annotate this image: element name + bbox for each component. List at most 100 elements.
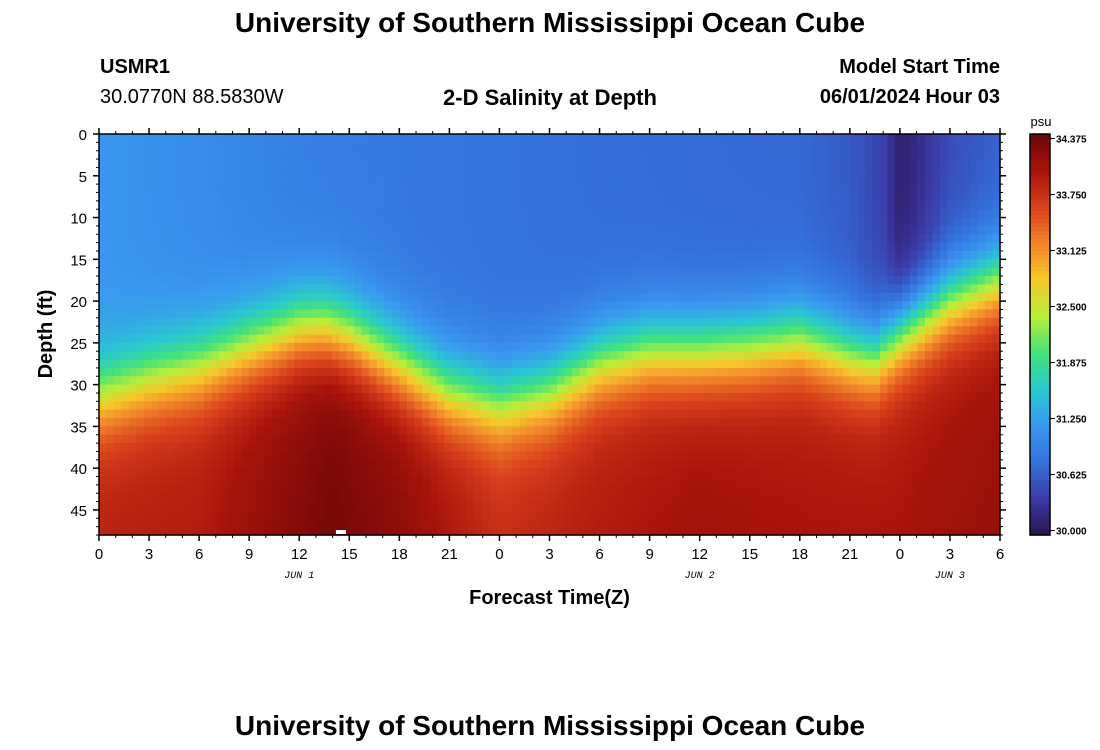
heatmap-cell <box>707 493 716 503</box>
heatmap-cell <box>819 309 828 319</box>
heatmap-cell <box>624 167 633 177</box>
heatmap-cell <box>534 509 543 519</box>
heatmap-cell <box>864 276 873 285</box>
heatmap-cell <box>602 468 611 478</box>
heatmap-cell <box>196 342 205 352</box>
heatmap-cell <box>99 159 108 169</box>
heatmap-cell <box>602 200 611 210</box>
heatmap-cell <box>121 317 130 327</box>
heatmap-cell <box>594 134 603 143</box>
heatmap-cell <box>767 292 776 302</box>
heatmap-cell <box>331 309 340 319</box>
heatmap-cell <box>249 317 258 327</box>
heatmap-cell <box>594 443 603 453</box>
heatmap-cell <box>121 434 130 444</box>
heatmap-cell <box>774 159 783 169</box>
heatmap-cell <box>384 392 393 402</box>
heatmap-cell <box>391 167 400 177</box>
heatmap-cell <box>129 217 138 227</box>
heatmap-cell <box>204 276 213 285</box>
heatmap-cell <box>564 418 573 427</box>
heatmap-cell <box>662 200 671 210</box>
heatmap-cell <box>684 342 693 352</box>
heatmap-cell <box>707 468 716 478</box>
heatmap-cell <box>204 200 213 210</box>
heatmap-cell <box>406 142 415 152</box>
heatmap-cell <box>271 334 280 344</box>
heatmap-cell <box>684 242 693 252</box>
heatmap-cell <box>451 159 460 169</box>
heatmap-cell <box>789 484 798 494</box>
heatmap-cell <box>249 225 258 235</box>
heatmap-cell <box>264 250 273 260</box>
heatmap-cell <box>129 175 138 185</box>
heatmap-cell <box>436 351 445 361</box>
heatmap-cell <box>399 359 408 369</box>
heatmap-cell <box>489 200 498 210</box>
heatmap-cell <box>316 225 325 235</box>
heatmap-cell <box>211 434 220 444</box>
heatmap-cell <box>271 284 280 294</box>
station-id: USMR1 <box>100 56 171 78</box>
heatmap-cell <box>346 384 355 394</box>
heatmap-cell <box>489 150 498 160</box>
heatmap-cell <box>572 518 581 528</box>
heatmap-cell <box>219 459 228 469</box>
heatmap-cell <box>339 518 348 528</box>
heatmap-cell <box>451 459 460 469</box>
heatmap-cell <box>572 142 581 152</box>
heatmap-cell <box>737 409 746 419</box>
heatmap-cell <box>106 326 115 336</box>
heatmap-cell <box>572 175 581 185</box>
heatmap-cell <box>767 359 776 369</box>
heatmap-cell <box>602 142 611 152</box>
heatmap-cell <box>406 317 415 327</box>
heatmap-cell <box>699 234 708 244</box>
heatmap-cell <box>857 317 866 327</box>
heatmap-cell <box>174 401 183 411</box>
heatmap-cell <box>849 367 858 377</box>
heatmap-cell <box>557 242 566 252</box>
heatmap-cell <box>707 426 716 436</box>
heatmap-cell <box>421 384 430 394</box>
heatmap-cell <box>669 468 678 478</box>
heatmap-cell <box>804 376 813 386</box>
heatmap-cell <box>421 167 430 177</box>
heatmap-cell <box>602 167 611 177</box>
heatmap-cell <box>406 409 415 419</box>
heatmap-cell <box>361 326 370 336</box>
heatmap-cell <box>294 451 303 461</box>
heatmap-cell <box>534 392 543 402</box>
heatmap-cell <box>489 175 498 185</box>
heatmap-cell <box>166 142 175 152</box>
heatmap-cell <box>594 200 603 210</box>
heatmap-cell <box>804 309 813 319</box>
heatmap-cell <box>804 234 813 244</box>
heatmap-cell <box>804 242 813 252</box>
heatmap-cell <box>436 501 445 511</box>
heatmap-cell <box>789 192 798 202</box>
heatmap-cell <box>677 276 686 285</box>
heatmap-cell <box>301 401 310 411</box>
heatmap-cell <box>316 259 325 269</box>
heatmap-cell <box>249 367 258 377</box>
heatmap-cell <box>647 134 656 143</box>
heatmap-cell <box>226 326 235 336</box>
heatmap-cell <box>129 501 138 511</box>
heatmap-cell <box>271 518 280 528</box>
heatmap-cell <box>226 434 235 444</box>
heatmap-cell <box>99 192 108 202</box>
heatmap-cell <box>609 242 618 252</box>
heatmap-cell <box>827 434 836 444</box>
heatmap-cell <box>459 142 468 152</box>
heatmap-cell <box>429 484 438 494</box>
heatmap-cell <box>174 326 183 336</box>
heatmap-cell <box>744 342 753 352</box>
heatmap-cell <box>572 159 581 169</box>
heatmap-cell <box>429 468 438 478</box>
heatmap-cell <box>421 476 430 486</box>
heatmap-cell <box>654 459 663 469</box>
heatmap-cell <box>872 284 881 294</box>
heatmap-cell <box>684 493 693 503</box>
heatmap-cell <box>511 459 521 469</box>
